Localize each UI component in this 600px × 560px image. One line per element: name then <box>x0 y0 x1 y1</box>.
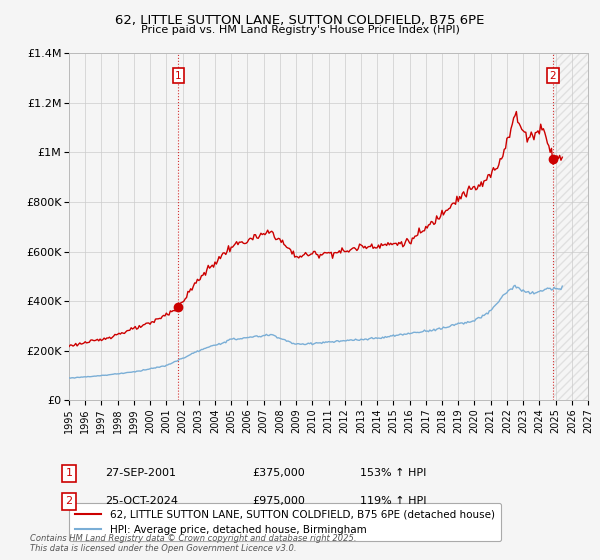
Text: 25-OCT-2024: 25-OCT-2024 <box>105 496 178 506</box>
Text: 27-SEP-2001: 27-SEP-2001 <box>105 468 176 478</box>
Text: 2: 2 <box>550 71 556 81</box>
Text: 1: 1 <box>65 468 73 478</box>
Text: 2: 2 <box>65 496 73 506</box>
Text: £375,000: £375,000 <box>252 468 305 478</box>
Text: 1: 1 <box>175 71 182 81</box>
Text: 62, LITTLE SUTTON LANE, SUTTON COLDFIELD, B75 6PE: 62, LITTLE SUTTON LANE, SUTTON COLDFIELD… <box>115 14 485 27</box>
Bar <box>553 53 588 400</box>
Text: 119% ↑ HPI: 119% ↑ HPI <box>360 496 427 506</box>
Legend: 62, LITTLE SUTTON LANE, SUTTON COLDFIELD, B75 6PE (detached house), HPI: Average: 62, LITTLE SUTTON LANE, SUTTON COLDFIELD… <box>69 503 501 541</box>
Text: £975,000: £975,000 <box>252 496 305 506</box>
Text: 153% ↑ HPI: 153% ↑ HPI <box>360 468 427 478</box>
Text: Price paid vs. HM Land Registry's House Price Index (HPI): Price paid vs. HM Land Registry's House … <box>140 25 460 35</box>
Bar <box>553 53 588 400</box>
Text: Contains HM Land Registry data © Crown copyright and database right 2025.
This d: Contains HM Land Registry data © Crown c… <box>30 534 356 553</box>
